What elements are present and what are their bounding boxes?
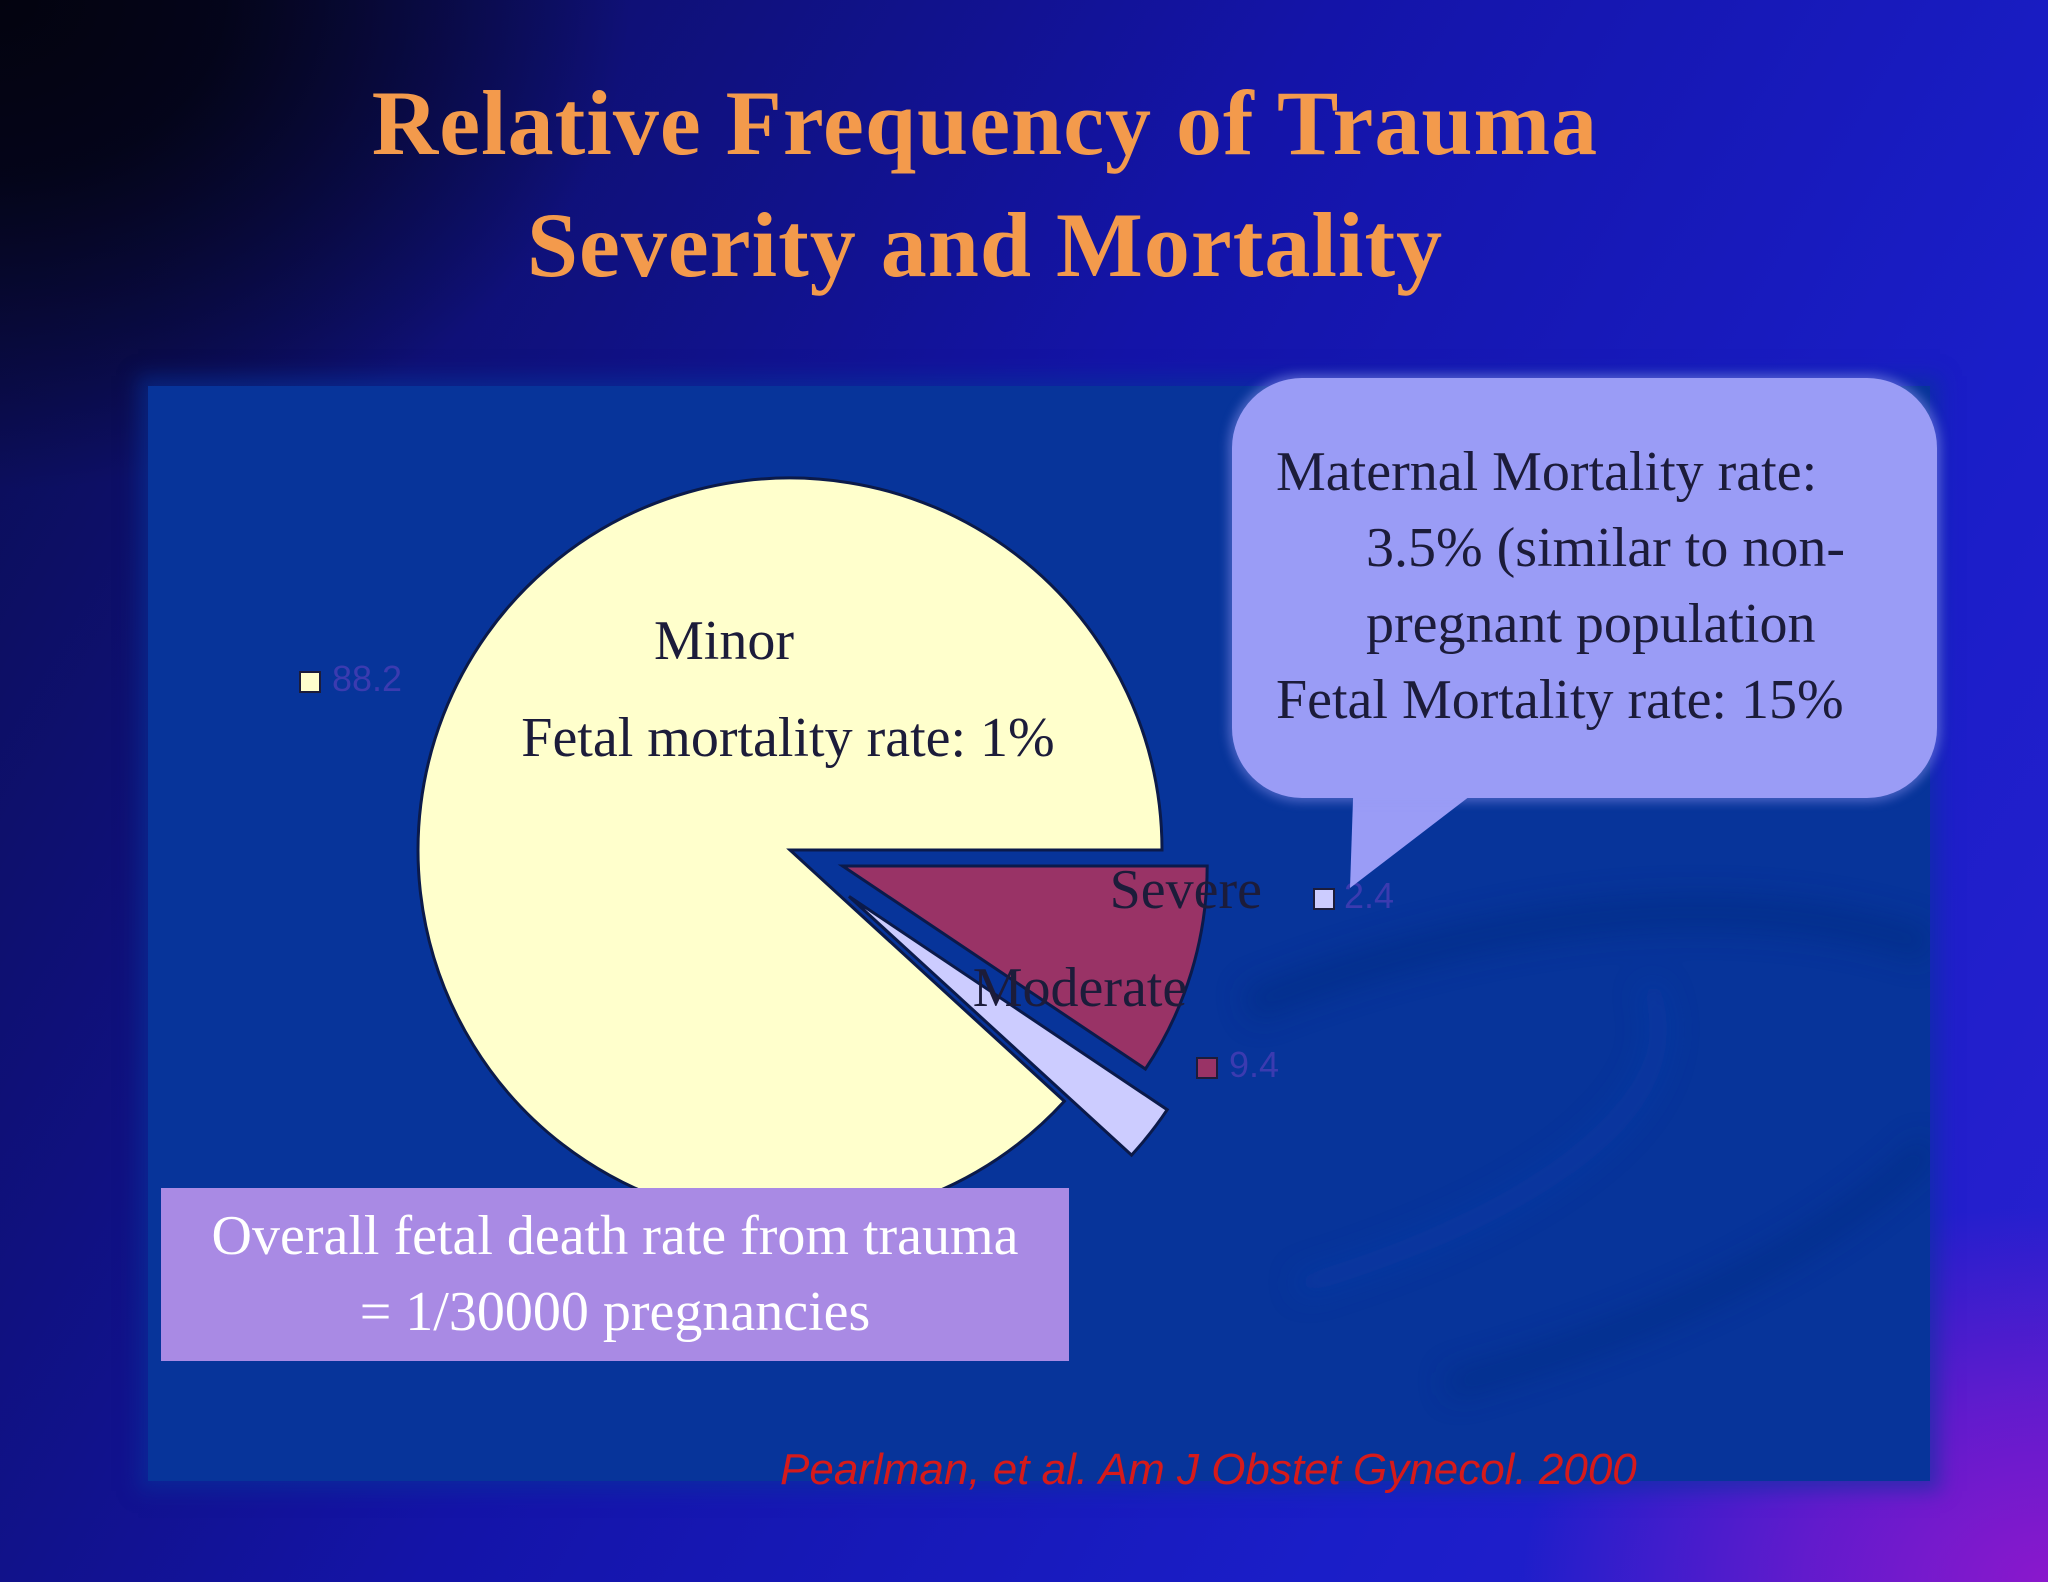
callout-line-2: 3.5% (similar to non- [1366, 517, 1846, 579]
mortality-callout-text: Maternal Mortality rate: 3.5% (similar t… [1276, 434, 1916, 738]
legend-swatch-moderate [1196, 1057, 1218, 1079]
slice-label-severe: Severe [1110, 859, 1262, 921]
slide-title-line-1: Relative Frequency of Trauma [371, 72, 1599, 174]
citation: Pearlman, et al. Am J Obstet Gynecol. 20… [780, 1445, 1637, 1494]
background-swoosh [1241, 895, 1930, 1399]
pie-labels: Minor Fetal mortality rate: 1% 88.2 Moderat… [299, 610, 1394, 1085]
value-label-minor: 88.2 [332, 658, 402, 699]
callout-line-1: Maternal Mortality rate: [1276, 441, 1818, 503]
value-label-moderate: 9.4 [1229, 1044, 1279, 1085]
slice-minor [416, 476, 1164, 1224]
slide-title: Relative Frequency of Trauma Severity an… [0, 62, 1970, 306]
overall-line-1: Overall fetal death rate from trauma [211, 1205, 1019, 1267]
slide-title-line-2: Severity and Mortality [526, 194, 1444, 296]
legend-swatch-severe [1313, 888, 1335, 910]
callout-tail [1350, 770, 1504, 888]
legend-swatch-minor [299, 671, 321, 693]
overall-line-2: = 1/30000 pregnancies [359, 1281, 871, 1343]
slice-moderate [837, 864, 1209, 1072]
mortality-callout [1232, 378, 1937, 798]
slice-label-minor: Minor [654, 610, 794, 672]
overall-fetal-death-box: Overall fetal death rate from trauma = 1… [161, 1188, 1069, 1361]
pie-slices [416, 476, 1209, 1224]
callout-line-3: pregnant population [1366, 593, 1816, 655]
callout-line-4: Fetal Mortality rate: 15% [1276, 669, 1844, 731]
slice-severe [847, 895, 1170, 1158]
pie-chart: Minor Fetal mortality rate: 1% 88.2 Moderat… [299, 476, 1930, 1399]
slice-sublabel-minor: Fetal mortality rate: 1% [521, 707, 1054, 769]
slice-label-moderate: Moderate [973, 957, 1188, 1019]
